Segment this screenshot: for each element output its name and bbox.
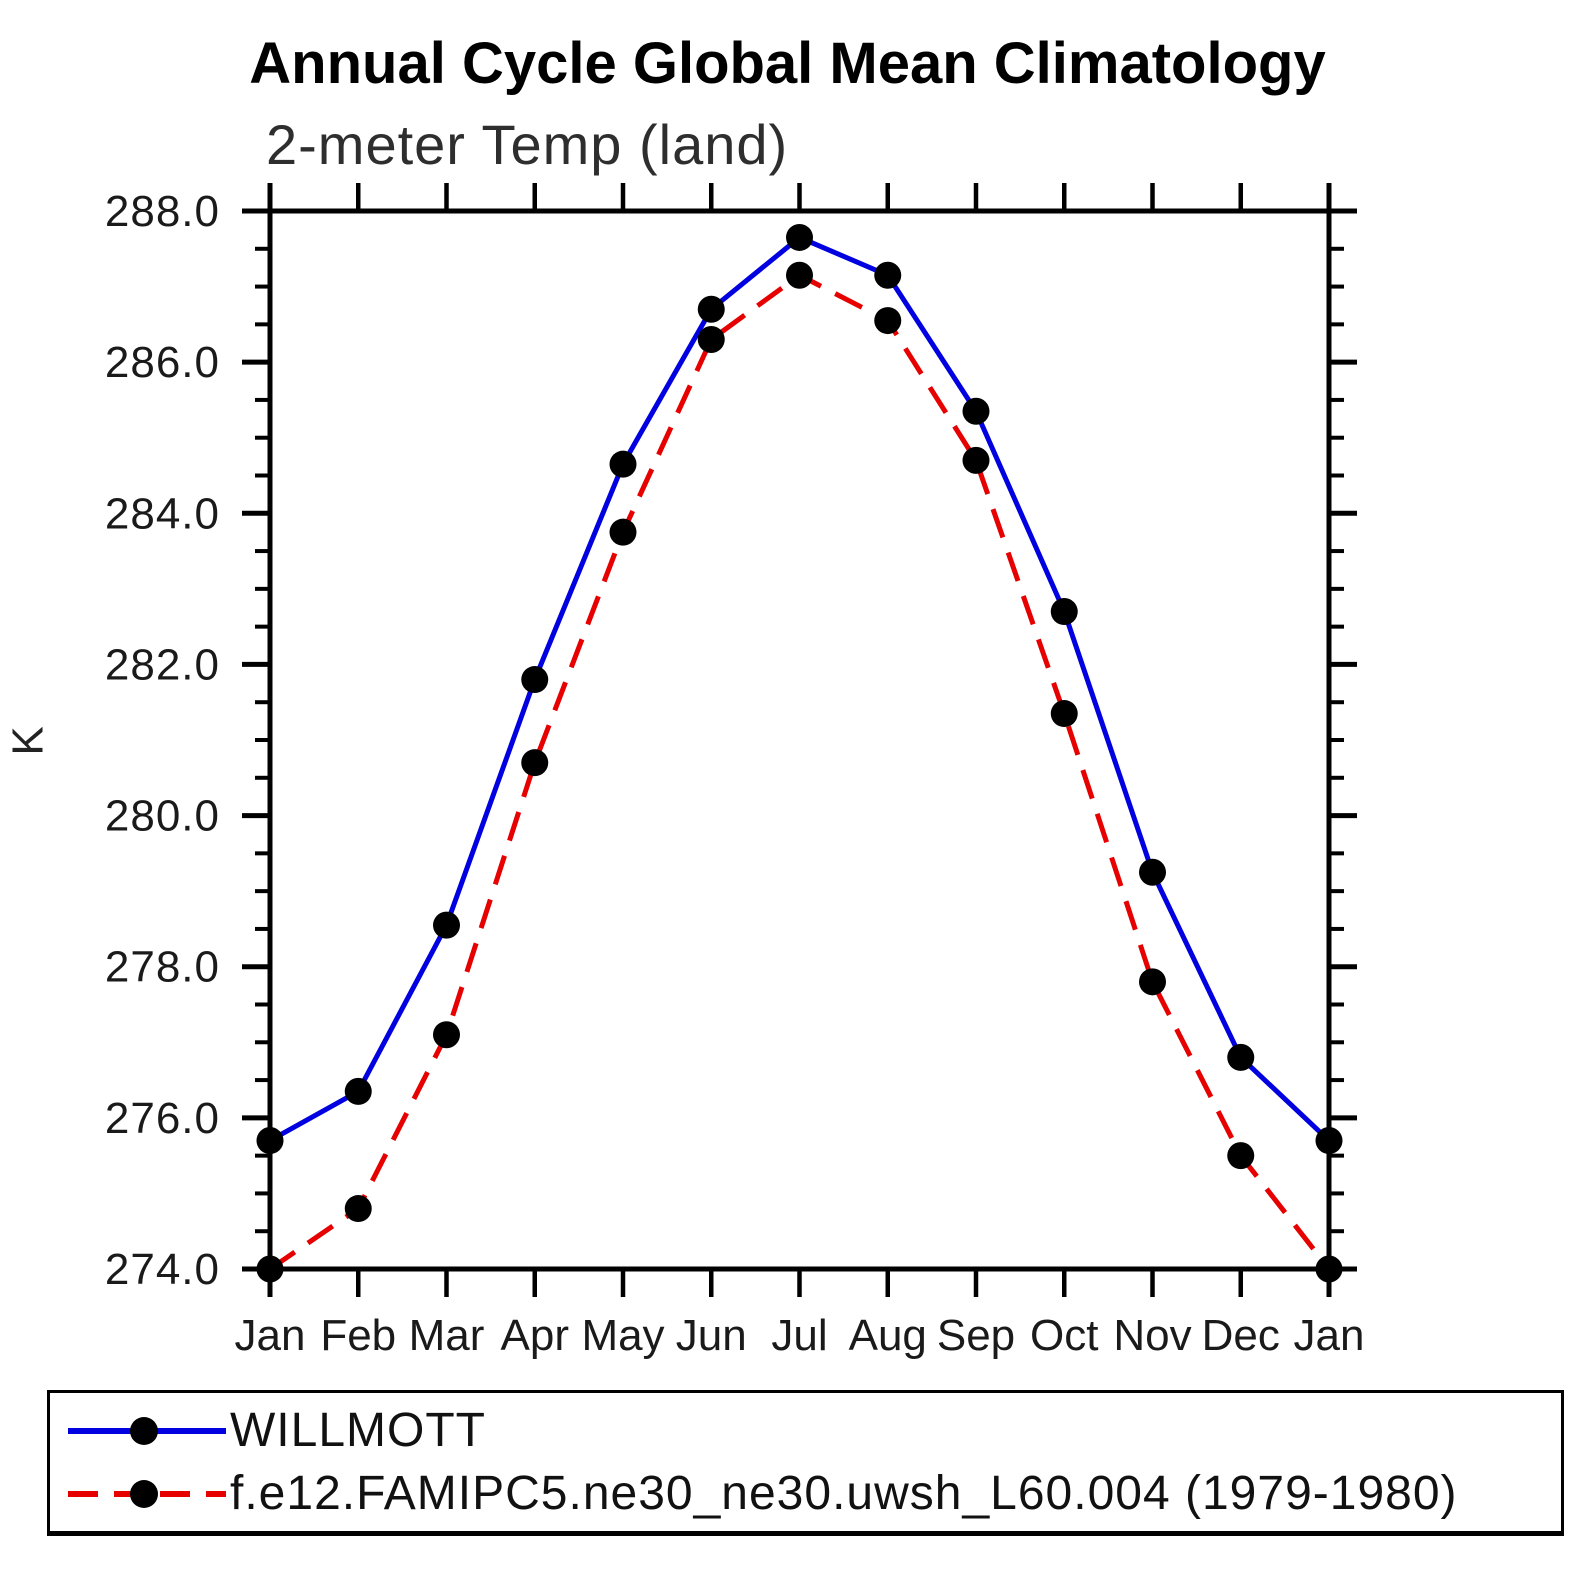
x-tick-label: Dec xyxy=(1202,1311,1280,1360)
series-markers-willmott xyxy=(256,223,1343,1155)
data-point-marker xyxy=(697,295,725,323)
series-markers-model xyxy=(256,261,1343,1283)
data-point-marker xyxy=(1315,1127,1343,1155)
y-tick-label: 288.0 xyxy=(105,187,220,236)
chart-title: Annual Cycle Global Mean Climatology xyxy=(249,31,1326,96)
data-point-marker xyxy=(521,666,549,694)
x-tick-label: Jul xyxy=(771,1311,827,1360)
x-axis-tick-labels: Jan Feb Mar Apr May Jun Jul Aug Sep Oct Nov Dec Jan xyxy=(235,1311,1365,1360)
data-point-marker xyxy=(786,223,813,251)
axes xyxy=(242,183,1357,1297)
data-point-marker xyxy=(609,518,637,546)
series-line-model xyxy=(268,272,1331,1272)
y-tick-label: 276.0 xyxy=(105,1094,220,1143)
x-tick-label: Jun xyxy=(676,1311,747,1360)
x-tick-label: Aug xyxy=(849,1311,927,1360)
legend-dashed-red-line-icon xyxy=(68,1479,226,1509)
data-point-marker xyxy=(256,1127,284,1155)
data-point-marker xyxy=(1050,700,1078,728)
data-point-marker xyxy=(433,911,460,939)
x-tick-label: Oct xyxy=(1030,1311,1098,1360)
y-tick-label: 286.0 xyxy=(105,338,220,387)
data-point-marker xyxy=(1315,1255,1343,1283)
marker-dot-icon xyxy=(129,1416,158,1445)
legend-box: WILLMOTT f.e12.FAMIPC5.ne30_ne30.uwsh_L6… xyxy=(47,1390,1564,1536)
data-point-marker xyxy=(874,307,902,335)
y-axis-tick-labels: 274.0 276.0 278.0 280.0 282.0 284.0 286.0 288.0 xyxy=(105,187,220,1294)
series-line-willmott xyxy=(268,234,1331,1143)
data-point-marker xyxy=(344,1077,372,1105)
legend-solid-blue-line-icon xyxy=(68,1416,226,1446)
legend-item-willmott: WILLMOTT xyxy=(50,1400,1561,1462)
data-point-marker xyxy=(786,261,813,289)
x-tick-label: Apr xyxy=(501,1311,569,1360)
data-point-marker xyxy=(697,325,725,353)
data-point-marker xyxy=(344,1195,372,1223)
data-point-marker xyxy=(433,1021,460,1049)
data-point-marker xyxy=(1139,858,1166,886)
y-tick-label: 274.0 xyxy=(105,1245,220,1294)
marker-dot-icon xyxy=(129,1479,158,1508)
data-point-marker xyxy=(962,446,990,474)
data-point-marker xyxy=(1139,968,1166,996)
data-point-marker xyxy=(874,261,902,289)
x-tick-label: Jan xyxy=(235,1311,306,1360)
x-tick-label: May xyxy=(581,1311,664,1360)
legend-item-model: f.e12.FAMIPC5.ne30_ne30.uwsh_L60.004 (19… xyxy=(50,1463,1561,1525)
y-axis-ticks xyxy=(242,208,1357,1272)
data-point-marker xyxy=(962,397,990,425)
data-point-marker xyxy=(1227,1043,1255,1071)
data-point-marker xyxy=(521,749,549,777)
y-tick-label: 280.0 xyxy=(105,792,220,841)
data-point-marker xyxy=(609,450,637,478)
x-tick-label: Sep xyxy=(937,1311,1015,1360)
x-tick-label: Feb xyxy=(320,1311,396,1360)
y-tick-label: 278.0 xyxy=(105,943,220,992)
y-tick-label: 282.0 xyxy=(105,640,220,689)
x-tick-label: Nov xyxy=(1113,1311,1191,1360)
data-point-marker xyxy=(256,1255,284,1283)
x-tick-label: Jan xyxy=(1294,1311,1365,1360)
data-point-marker xyxy=(1227,1142,1255,1170)
y-tick-label: 284.0 xyxy=(105,489,220,538)
x-tick-label: Mar xyxy=(409,1311,485,1360)
chart-subtitle: 2-meter Temp (land) xyxy=(266,113,789,176)
legend-label-willmott: WILLMOTT xyxy=(230,1404,486,1457)
legend-label-model: f.e12.FAMIPC5.ne30_ne30.uwsh_L60.004 (19… xyxy=(230,1467,1458,1520)
x-axis-ticks xyxy=(267,183,1332,1297)
data-point-marker xyxy=(1050,598,1078,626)
